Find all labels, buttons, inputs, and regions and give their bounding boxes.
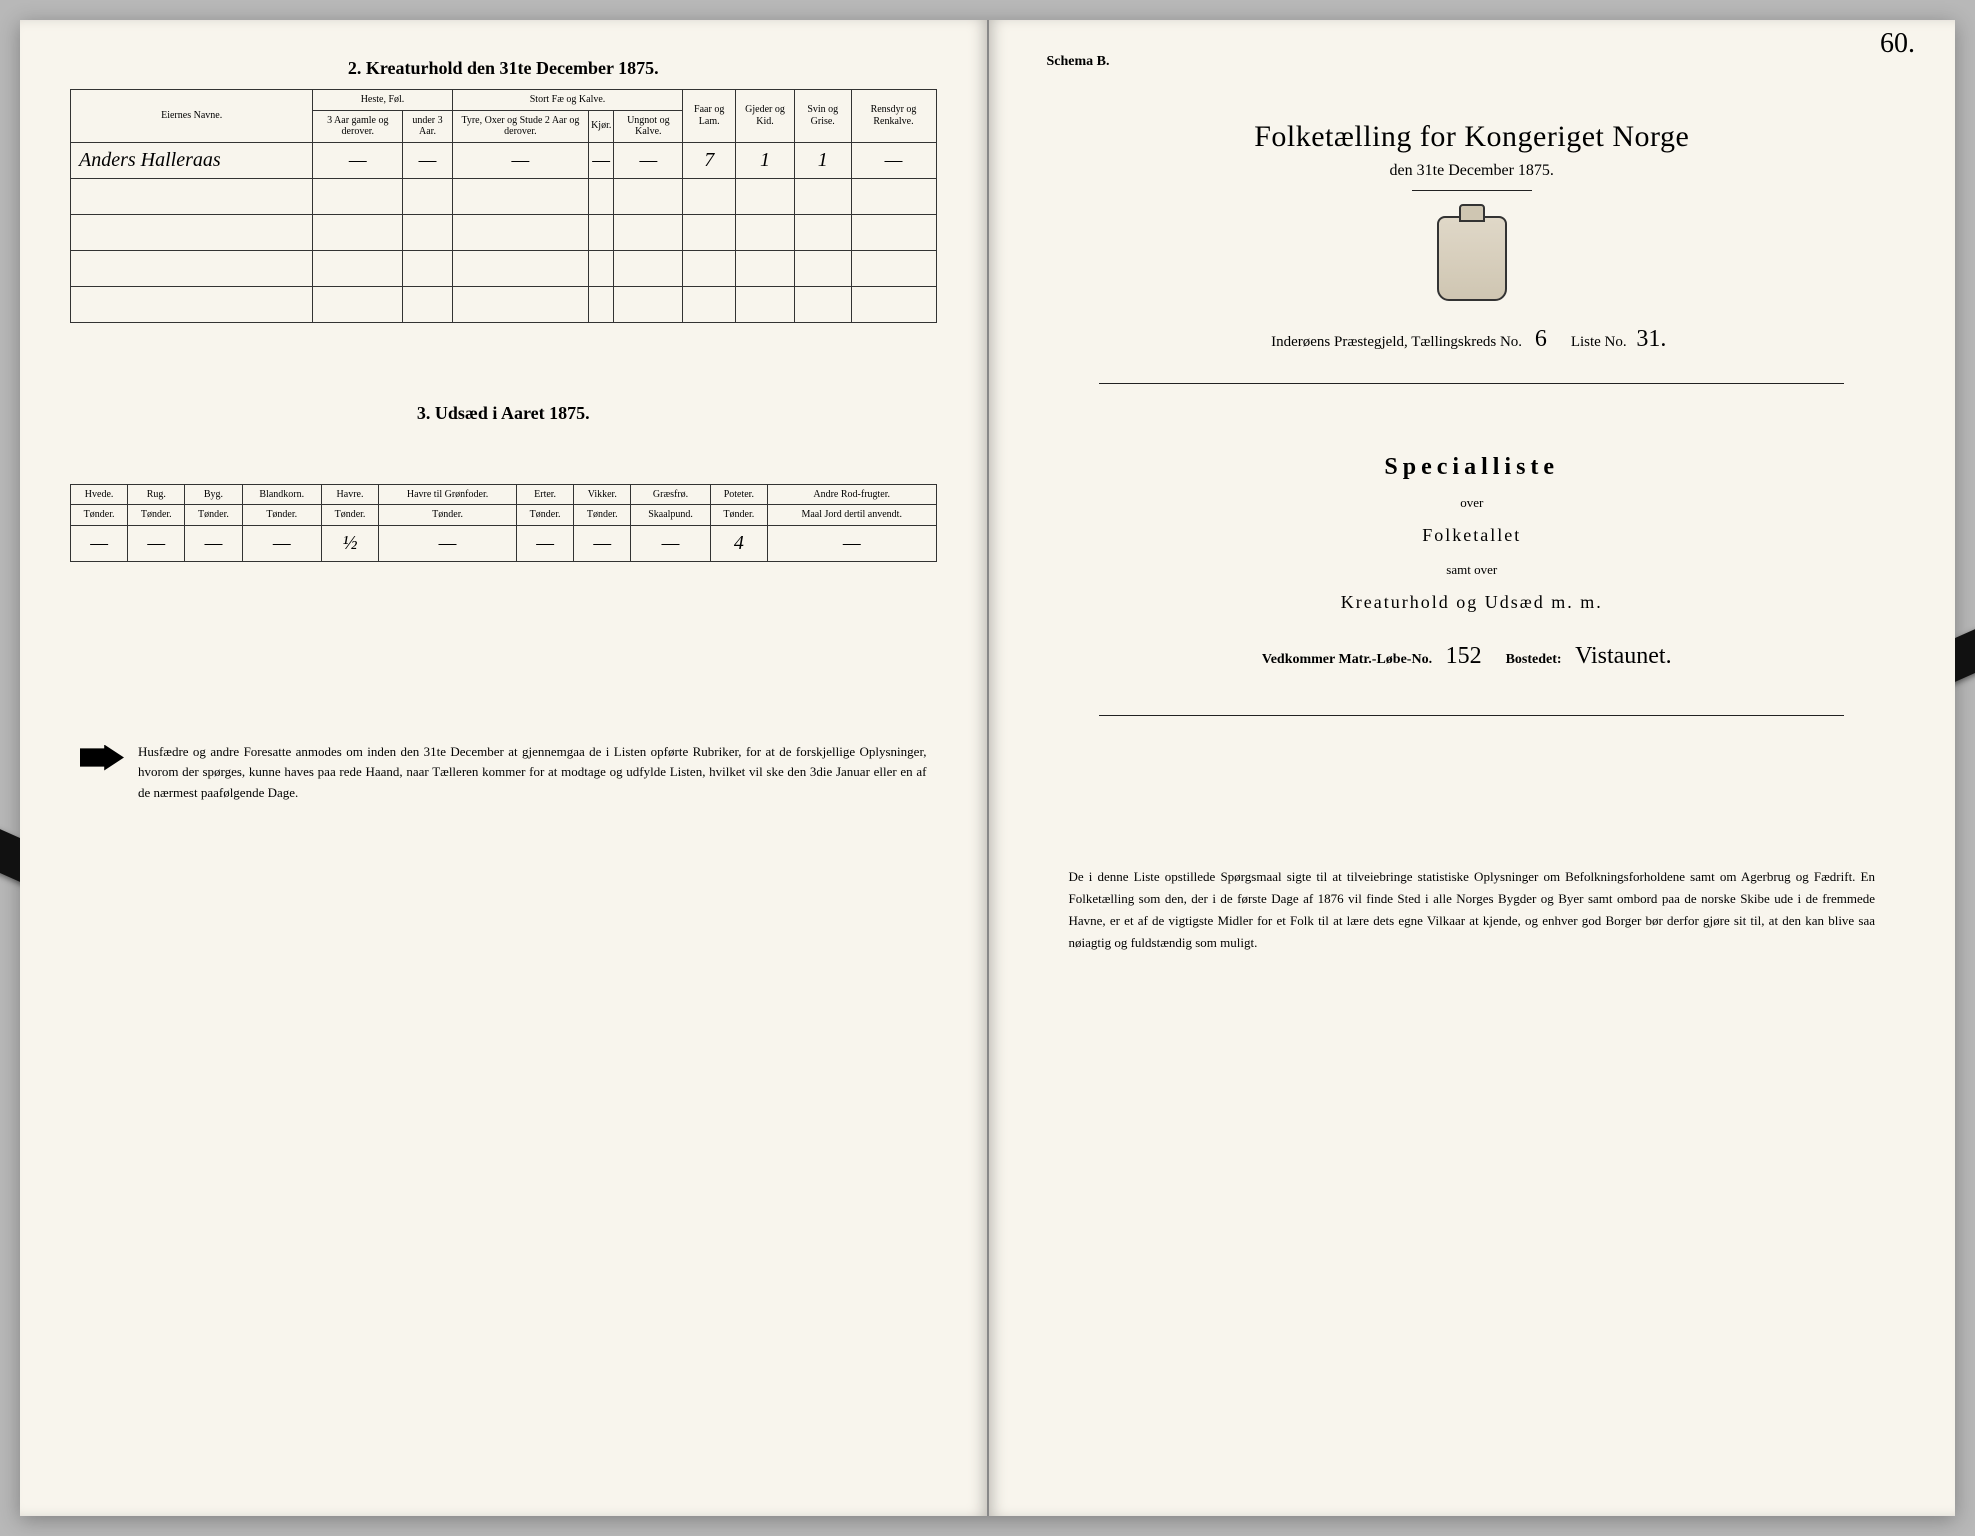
col: Havre til Grønfoder.	[379, 484, 517, 505]
table-row	[71, 250, 937, 286]
coat-of-arms-icon	[1437, 216, 1507, 301]
section2-title: 2. Kreaturhold den 31te December 1875.	[70, 58, 937, 79]
colgrp-horses: Heste, Føl.	[313, 90, 452, 111]
samt-over-label: samt over	[1039, 562, 1906, 578]
cell: —	[851, 142, 936, 178]
cell: 7	[683, 142, 736, 178]
col-cattle-calves: Ungnot og Kalve.	[614, 110, 683, 142]
left-page: 2. Kreaturhold den 31te December 1875. E…	[20, 20, 989, 1516]
instructions-paragraph: De i denne Liste opstillede Spørgsmaal s…	[1039, 866, 1906, 954]
kreaturhold-label: Kreaturhold og Udsæd m. m.	[1039, 592, 1906, 613]
cell: —	[614, 142, 683, 178]
liste-label: Liste No.	[1571, 334, 1627, 350]
col-sheep: Faar og Lam.	[683, 90, 736, 143]
table-row	[71, 178, 937, 214]
pointing-hand-icon	[80, 745, 124, 771]
col: Vikker.	[574, 484, 631, 505]
cell: —	[574, 525, 631, 561]
cell: —	[185, 525, 242, 561]
unit: Tønder.	[321, 505, 378, 526]
col-horses-old: 3 Aar gamle og derover.	[313, 110, 403, 142]
bostedet-value: Vistaunet.	[1565, 643, 1682, 669]
specialliste-title: Specialliste	[1039, 454, 1906, 481]
notice-block: Husfædre og andre Foresatte anmodes om i…	[70, 742, 937, 804]
col-reindeer: Rensdyr og Renkalve.	[851, 90, 936, 143]
cell-owner: Anders Halleraas	[71, 142, 313, 178]
liste-no: 31.	[1630, 326, 1672, 353]
cell: —	[517, 525, 574, 561]
folketallet-label: Folketallet	[1039, 525, 1906, 546]
col-horses-young: under 3 Aar.	[403, 110, 452, 142]
col: Hvede.	[71, 484, 128, 505]
unit: Tønder.	[710, 505, 767, 526]
cell: —	[767, 525, 936, 561]
divider	[1412, 190, 1532, 191]
cell: —	[242, 525, 321, 561]
cell: —	[313, 142, 403, 178]
cell: —	[589, 142, 614, 178]
unit: Tønder.	[71, 505, 128, 526]
unit: Tønder.	[379, 505, 517, 526]
cell: 1	[794, 142, 851, 178]
col: Havre.	[321, 484, 378, 505]
cell: —	[403, 142, 452, 178]
parish-line: Inderøens Præstegjeld, Tællingskreds No.…	[1099, 326, 1844, 384]
col-cattle-cows: Kjør.	[589, 110, 614, 142]
vedkommer-line: Vedkommer Matr.-Løbe-No. 152 Bostedet: V…	[1099, 643, 1844, 716]
table-row	[71, 286, 937, 322]
cell: —	[631, 525, 710, 561]
cell: —	[379, 525, 517, 561]
unit: Tønder.	[574, 505, 631, 526]
colgrp-cattle: Stort Fæ og Kalve.	[452, 90, 683, 111]
sub-date: den 31te December 1875.	[1039, 162, 1906, 180]
col: Blandkorn.	[242, 484, 321, 505]
section3-title: 3. Udsæd i Aaret 1875.	[70, 403, 937, 424]
right-page: Schema B. 60. Folketælling for Kongerige…	[989, 20, 1956, 1516]
cell: 1	[736, 142, 795, 178]
cell: —	[452, 142, 588, 178]
parish-prefix: Inderøens Præstegjeld, Tællingskreds No.	[1271, 334, 1522, 350]
notice-text: Husfædre og andre Foresatte anmodes om i…	[138, 742, 927, 804]
page-number: 60.	[1880, 28, 1915, 60]
col: Erter.	[517, 484, 574, 505]
col: Andre Rod-frugter.	[767, 484, 936, 505]
col-owner: Eiernes Navne.	[71, 90, 313, 143]
table-row: Anders Halleraas — — — — — 7 1 1 —	[71, 142, 937, 178]
col: Poteter.	[710, 484, 767, 505]
schema-label: Schema B.	[1047, 54, 1906, 70]
table-row: — — — — ½ — — — — 4 —	[71, 525, 937, 561]
col: Byg.	[185, 484, 242, 505]
cell: ½	[321, 525, 378, 561]
unit: Tønder.	[128, 505, 185, 526]
over-label: over	[1039, 495, 1906, 511]
unit: Tønder.	[517, 505, 574, 526]
table-row	[71, 214, 937, 250]
col: Græsfrø.	[631, 484, 710, 505]
udsaed-table: Hvede. Rug. Byg. Blandkorn. Havre. Havre…	[70, 484, 937, 562]
col-cattle-bulls: Tyre, Oxer og Stude 2 Aar og derover.	[452, 110, 588, 142]
cell: —	[128, 525, 185, 561]
cell: 4	[710, 525, 767, 561]
vedkommer-label: Vedkommer Matr.-Løbe-No.	[1262, 652, 1432, 667]
unit: Skaalpund.	[631, 505, 710, 526]
kreaturhold-table: Eiernes Navne. Heste, Føl. Stort Fæ og K…	[70, 89, 937, 323]
col: Rug.	[128, 484, 185, 505]
col-goats: Gjeder og Kid.	[736, 90, 795, 143]
main-title: Folketælling for Kongeriget Norge	[1039, 120, 1906, 154]
cell: —	[71, 525, 128, 561]
bostedet-label: Bostedet:	[1506, 652, 1562, 667]
col-pigs: Svin og Grise.	[794, 90, 851, 143]
book-spread: 2. Kreaturhold den 31te December 1875. E…	[20, 20, 1955, 1516]
matr-no: 152	[1436, 643, 1492, 669]
unit: Tønder.	[185, 505, 242, 526]
kreds-no: 6	[1526, 326, 1556, 353]
unit: Maal Jord dertil anvendt.	[767, 505, 936, 526]
unit: Tønder.	[242, 505, 321, 526]
